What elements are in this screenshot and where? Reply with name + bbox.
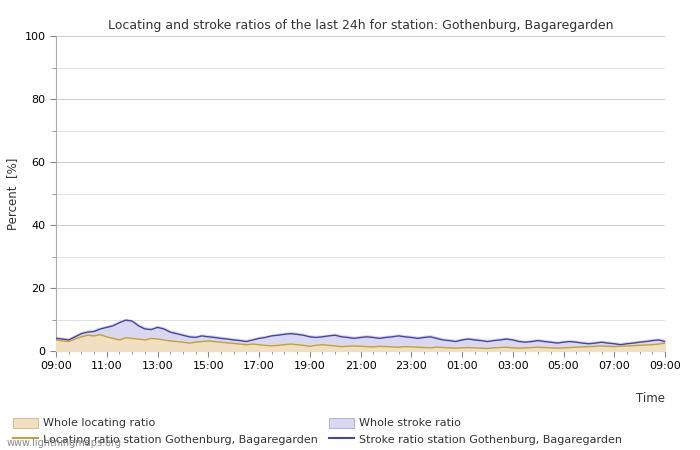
Text: www.lightningmaps.org: www.lightningmaps.org bbox=[7, 438, 122, 448]
Text: Time: Time bbox=[636, 392, 665, 405]
Legend: Whole locating ratio, Locating ratio station Gothenburg, Bagaregarden, Whole str: Whole locating ratio, Locating ratio sta… bbox=[9, 413, 626, 449]
Y-axis label: Percent  [%]: Percent [%] bbox=[6, 158, 19, 230]
Title: Locating and stroke ratios of the last 24h for station: Gothenburg, Bagaregarden: Locating and stroke ratios of the last 2… bbox=[108, 19, 613, 32]
